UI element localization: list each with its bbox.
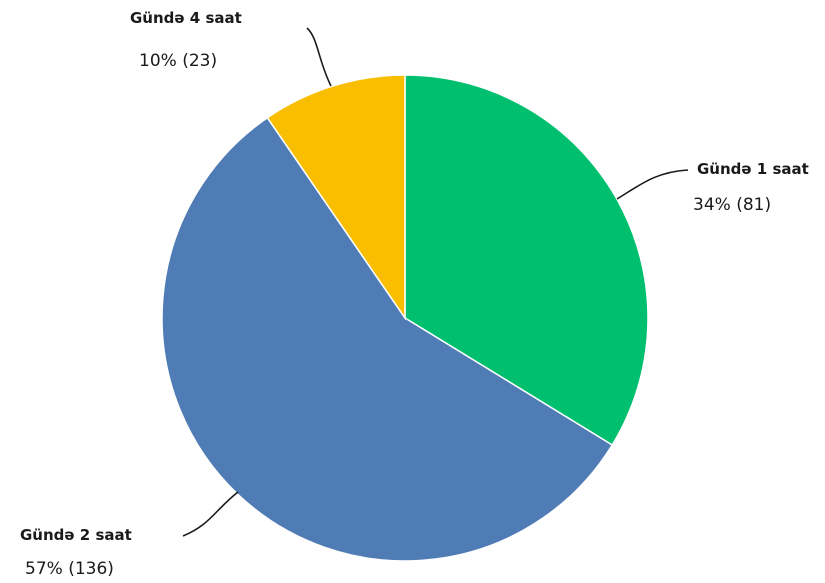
slice-category-label-1: Gündə 1 saat [697,160,809,178]
leader-line-3 [306,27,332,87]
pie-slice-3 [266,74,406,321]
slice-category-label-3: Gündə 4 saat [130,9,242,27]
slice-category-label-2: Gündə 2 saat [20,526,132,544]
slice-labels: Gündə 1 saat 34% (81) Gündə 2 saat 57% (136… [20,9,809,579]
leader-line-2 [182,491,239,537]
slice-value-label-2: 57% (136) [25,559,114,579]
pie-slices [161,74,649,562]
slice-value-label-1: 34% (81) [693,195,771,215]
slice-value-label-3: 10% (23) [139,51,217,71]
leader-line-1 [616,169,689,200]
pie-slice-2 [161,116,614,562]
pie-slice-1 [404,74,649,446]
leader-lines [182,27,689,537]
